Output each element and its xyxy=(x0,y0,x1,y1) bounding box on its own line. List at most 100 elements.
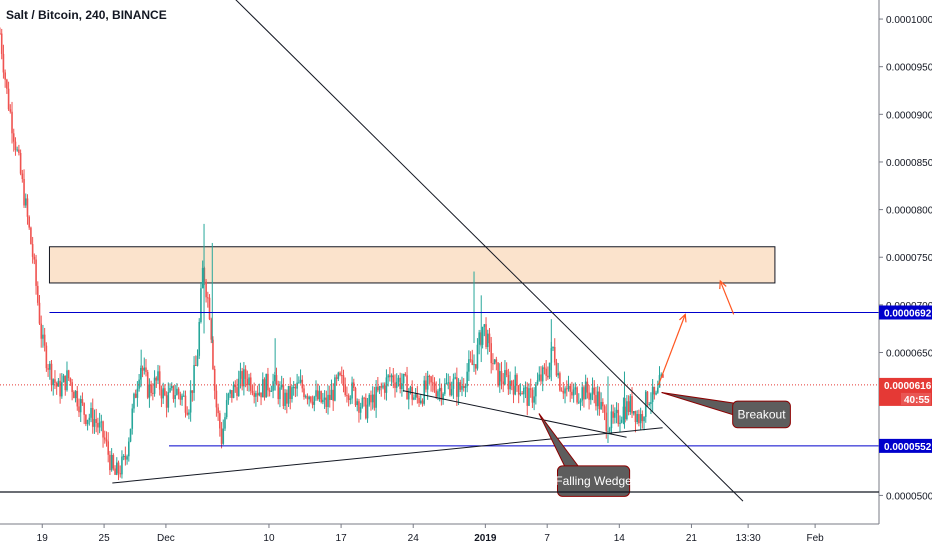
candle xyxy=(40,315,43,348)
candle-body xyxy=(505,370,508,375)
candle-body xyxy=(352,382,355,389)
candle-body xyxy=(644,391,647,417)
candle-body xyxy=(579,400,582,403)
candle-body xyxy=(528,388,530,406)
candle-body xyxy=(411,386,413,400)
candle-body xyxy=(430,376,432,383)
candle-body xyxy=(423,380,426,404)
candle xyxy=(246,370,249,392)
candle xyxy=(320,390,322,404)
trendline-wedge-top xyxy=(402,390,627,438)
candle xyxy=(76,385,79,411)
arrow-shaft xyxy=(719,280,735,315)
candle xyxy=(627,395,630,416)
candle-body xyxy=(602,401,604,407)
time-axis[interactable]: 19 25 Dec 10 17 24 2019 7 14 21 13:30 Feb xyxy=(37,524,824,544)
candle xyxy=(50,359,53,392)
candle xyxy=(81,392,84,406)
candle xyxy=(603,404,606,421)
candle xyxy=(622,397,625,425)
candle-body xyxy=(581,387,584,401)
candle xyxy=(426,370,429,400)
candle-body xyxy=(536,380,539,385)
candle-body xyxy=(122,455,125,457)
callout-breakout: Breakout xyxy=(661,392,791,429)
candle-body xyxy=(11,111,13,134)
candle xyxy=(150,380,152,397)
candle-body xyxy=(328,394,331,400)
candle xyxy=(548,362,551,380)
resistance-zone xyxy=(48,246,776,284)
candle-body xyxy=(42,334,44,339)
candle-body xyxy=(380,386,383,388)
candle xyxy=(57,377,60,387)
candle-body xyxy=(521,393,523,395)
candle-body xyxy=(529,388,532,390)
candle-body xyxy=(603,406,606,413)
plot-area[interactable] xyxy=(0,27,879,481)
candle xyxy=(567,375,570,392)
candle-body xyxy=(340,375,343,377)
candle xyxy=(493,359,496,365)
candle-body xyxy=(432,382,434,384)
candle xyxy=(430,375,432,392)
candle-body xyxy=(595,394,597,407)
candle-body xyxy=(59,380,61,397)
candle xyxy=(194,355,197,367)
candle-body xyxy=(191,390,194,393)
candle-body xyxy=(107,441,110,455)
candle xyxy=(579,398,582,411)
price-axis[interactable]: 0.0001000 0.0000950 0.0000900 0.0000850 0.00… xyxy=(879,15,932,502)
candle xyxy=(304,394,307,399)
candle-body xyxy=(244,369,247,379)
candle xyxy=(263,377,266,401)
candle-body xyxy=(497,362,499,386)
candle xyxy=(54,370,56,390)
candle-body xyxy=(184,395,187,413)
candle xyxy=(126,454,128,465)
candle xyxy=(656,380,659,394)
candle-body xyxy=(292,386,295,388)
candle xyxy=(562,382,565,400)
candle-body xyxy=(287,386,290,404)
candle xyxy=(409,385,412,395)
candle-body xyxy=(306,396,309,400)
candle xyxy=(97,417,99,435)
candle-body xyxy=(241,371,243,387)
candle-body xyxy=(150,384,152,393)
candle-body xyxy=(260,392,262,398)
candle xyxy=(213,365,216,400)
candle-body xyxy=(598,391,601,410)
candle-body xyxy=(574,387,577,390)
candle-body xyxy=(593,387,596,395)
candle xyxy=(490,336,492,374)
candle-body xyxy=(258,392,261,396)
candle-body xyxy=(543,367,546,369)
candle xyxy=(425,372,427,393)
candle-body xyxy=(476,344,479,369)
candle xyxy=(632,410,635,416)
candle-body xyxy=(229,390,231,394)
candle-body xyxy=(426,375,429,390)
candle-body xyxy=(418,397,420,404)
candle-body xyxy=(572,389,575,396)
candle-body xyxy=(358,401,360,413)
candle-body xyxy=(112,454,115,469)
candle xyxy=(174,384,176,408)
candle-body xyxy=(397,377,400,382)
candle xyxy=(610,404,613,435)
candle-body xyxy=(500,371,503,382)
candle xyxy=(471,349,474,366)
candle-body xyxy=(6,79,8,89)
candle xyxy=(49,360,51,380)
candle xyxy=(468,350,470,381)
candle xyxy=(492,353,494,371)
candle xyxy=(457,378,460,406)
candle xyxy=(418,395,420,407)
candle-body xyxy=(641,414,644,422)
candle xyxy=(272,373,274,399)
drawing-overlay[interactable]: Breakout Falling Wedge xyxy=(112,0,791,502)
candle-body xyxy=(318,391,321,400)
